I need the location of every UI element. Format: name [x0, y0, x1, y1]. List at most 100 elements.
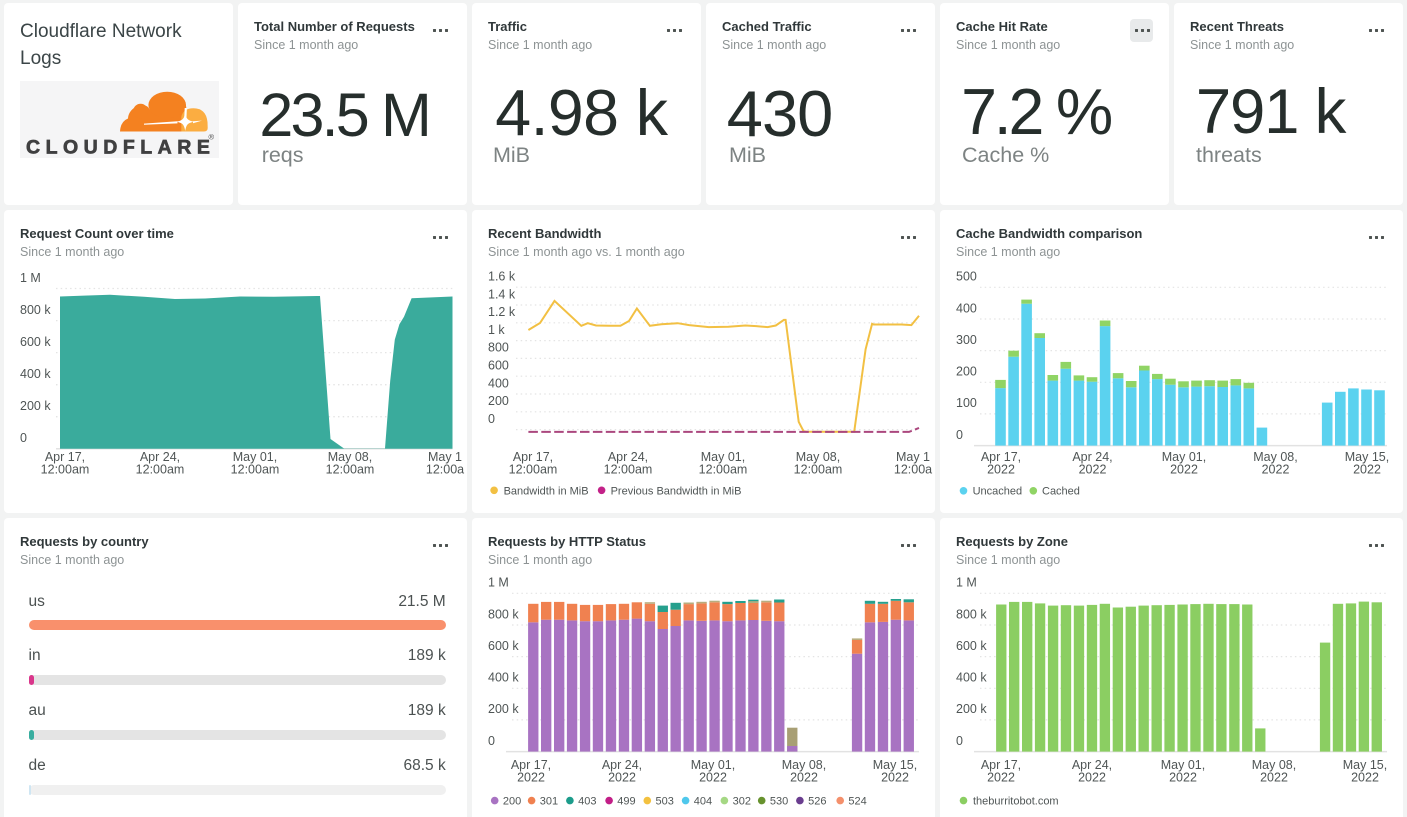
svg-text:600 k: 600 k — [488, 639, 519, 653]
svg-text:499: 499 — [617, 795, 635, 807]
svg-text:Apr 24,: Apr 24, — [140, 450, 180, 464]
svg-text:®: ® — [209, 133, 215, 142]
svg-text:503: 503 — [656, 795, 674, 807]
svg-text:12:00a: 12:00a — [426, 463, 464, 477]
svg-text:May 08,: May 08, — [796, 450, 840, 464]
svg-text:2022: 2022 — [1170, 463, 1198, 477]
svg-text:12:00am: 12:00am — [604, 463, 653, 477]
svg-text:400 k: 400 k — [488, 671, 519, 685]
svg-text:theburritobot.com: theburritobot.com — [973, 795, 1059, 807]
svg-text:1 k: 1 k — [488, 323, 505, 337]
svg-text:12:00am: 12:00am — [231, 463, 280, 477]
svg-text:200: 200 — [488, 394, 509, 408]
svg-text:302: 302 — [733, 795, 751, 807]
svg-text:800 k: 800 k — [956, 607, 987, 621]
svg-text:Apr 24,: Apr 24, — [1072, 758, 1112, 772]
svg-text:2022: 2022 — [1351, 771, 1379, 785]
svg-text:2022: 2022 — [517, 771, 545, 785]
svg-text:May 15,: May 15, — [873, 758, 917, 772]
svg-text:2022: 2022 — [1078, 771, 1106, 785]
svg-text:2022: 2022 — [699, 771, 727, 785]
svg-text:May 01,: May 01, — [1161, 758, 1205, 772]
svg-text:2022: 2022 — [790, 771, 818, 785]
svg-text:12:00am: 12:00am — [794, 463, 843, 477]
svg-text:600: 600 — [488, 359, 509, 373]
svg-text:2022: 2022 — [1169, 771, 1197, 785]
svg-text:12:00am: 12:00am — [699, 463, 748, 477]
svg-text:404: 404 — [694, 795, 712, 807]
svg-text:Apr 17,: Apr 17, — [513, 450, 553, 464]
svg-text:301: 301 — [540, 795, 558, 807]
svg-text:12:00a: 12:00a — [894, 463, 932, 477]
svg-text:1 M: 1 M — [20, 271, 41, 285]
svg-text:1.6 k: 1.6 k — [488, 270, 516, 284]
svg-text:Cached: Cached — [1042, 485, 1080, 497]
svg-text:200 k: 200 k — [20, 399, 51, 413]
svg-text:0: 0 — [488, 412, 495, 426]
svg-text:May 08,: May 08, — [1253, 450, 1297, 464]
svg-text:530: 530 — [770, 795, 788, 807]
svg-text:12:00am: 12:00am — [41, 463, 90, 477]
svg-text:Apr 24,: Apr 24, — [608, 450, 648, 464]
svg-text:Apr 17,: Apr 17, — [981, 450, 1021, 464]
svg-text:200: 200 — [503, 795, 521, 807]
svg-text:May 08,: May 08, — [782, 758, 826, 772]
svg-text:2022: 2022 — [1353, 463, 1381, 477]
svg-text:1.4 k: 1.4 k — [488, 287, 516, 301]
svg-text:200 k: 200 k — [956, 702, 987, 716]
svg-text:800: 800 — [488, 341, 509, 355]
svg-text:Previous Bandwidth in MiB: Previous Bandwidth in MiB — [611, 485, 742, 497]
svg-text:Apr 17,: Apr 17, — [981, 758, 1021, 772]
svg-text:1 M: 1 M — [956, 576, 977, 590]
svg-text:200 k: 200 k — [488, 702, 519, 716]
svg-text:800 k: 800 k — [20, 303, 51, 317]
svg-text:May 01,: May 01, — [1162, 450, 1206, 464]
svg-text:500: 500 — [956, 270, 977, 284]
svg-text:Apr 24,: Apr 24, — [602, 758, 642, 772]
svg-text:May 08,: May 08, — [1252, 758, 1296, 772]
svg-text:Apr 17,: Apr 17, — [45, 450, 85, 464]
svg-text:CLOUDFLARE: CLOUDFLARE — [26, 137, 215, 159]
svg-text:12:00am: 12:00am — [136, 463, 185, 477]
svg-text:0: 0 — [956, 734, 963, 748]
svg-text:2022: 2022 — [881, 771, 909, 785]
svg-text:Apr 17,: Apr 17, — [511, 758, 551, 772]
svg-text:300: 300 — [956, 333, 977, 347]
svg-text:Apr 24,: Apr 24, — [1072, 450, 1112, 464]
svg-text:2022: 2022 — [1262, 463, 1290, 477]
svg-text:0: 0 — [20, 431, 27, 445]
svg-text:Uncached: Uncached — [973, 485, 1023, 497]
svg-text:2022: 2022 — [987, 463, 1015, 477]
svg-text:100: 100 — [956, 396, 977, 410]
svg-text:0: 0 — [488, 734, 495, 748]
svg-text:2022: 2022 — [608, 771, 636, 785]
svg-text:600 k: 600 k — [956, 639, 987, 653]
svg-text:400 k: 400 k — [20, 367, 51, 381]
svg-text:400 k: 400 k — [956, 671, 987, 685]
svg-text:2022: 2022 — [987, 771, 1015, 785]
svg-text:May 1: May 1 — [428, 450, 462, 464]
svg-text:May 01,: May 01, — [701, 450, 745, 464]
svg-text:2022: 2022 — [1260, 771, 1288, 785]
svg-text:2022: 2022 — [1079, 463, 1107, 477]
svg-text:May 08,: May 08, — [328, 450, 372, 464]
svg-text:400: 400 — [488, 376, 509, 390]
svg-text:403: 403 — [578, 795, 596, 807]
svg-text:May 15,: May 15, — [1343, 758, 1387, 772]
svg-text:526: 526 — [808, 795, 826, 807]
svg-text:400: 400 — [956, 301, 977, 315]
svg-text:0: 0 — [956, 428, 963, 442]
svg-text:May 15,: May 15, — [1345, 450, 1389, 464]
svg-text:12:00am: 12:00am — [509, 463, 558, 477]
svg-text:524: 524 — [848, 795, 866, 807]
svg-text:May 1: May 1 — [896, 450, 930, 464]
svg-text:600 k: 600 k — [20, 335, 51, 349]
svg-text:Bandwidth in MiB: Bandwidth in MiB — [504, 485, 589, 497]
svg-text:1 M: 1 M — [488, 576, 509, 590]
svg-text:800 k: 800 k — [488, 607, 519, 621]
svg-text:May 01,: May 01, — [691, 758, 735, 772]
svg-text:12:00am: 12:00am — [326, 463, 375, 477]
svg-text:1.2 k: 1.2 k — [488, 305, 516, 319]
svg-text:May 01,: May 01, — [233, 450, 277, 464]
svg-text:200: 200 — [956, 365, 977, 379]
